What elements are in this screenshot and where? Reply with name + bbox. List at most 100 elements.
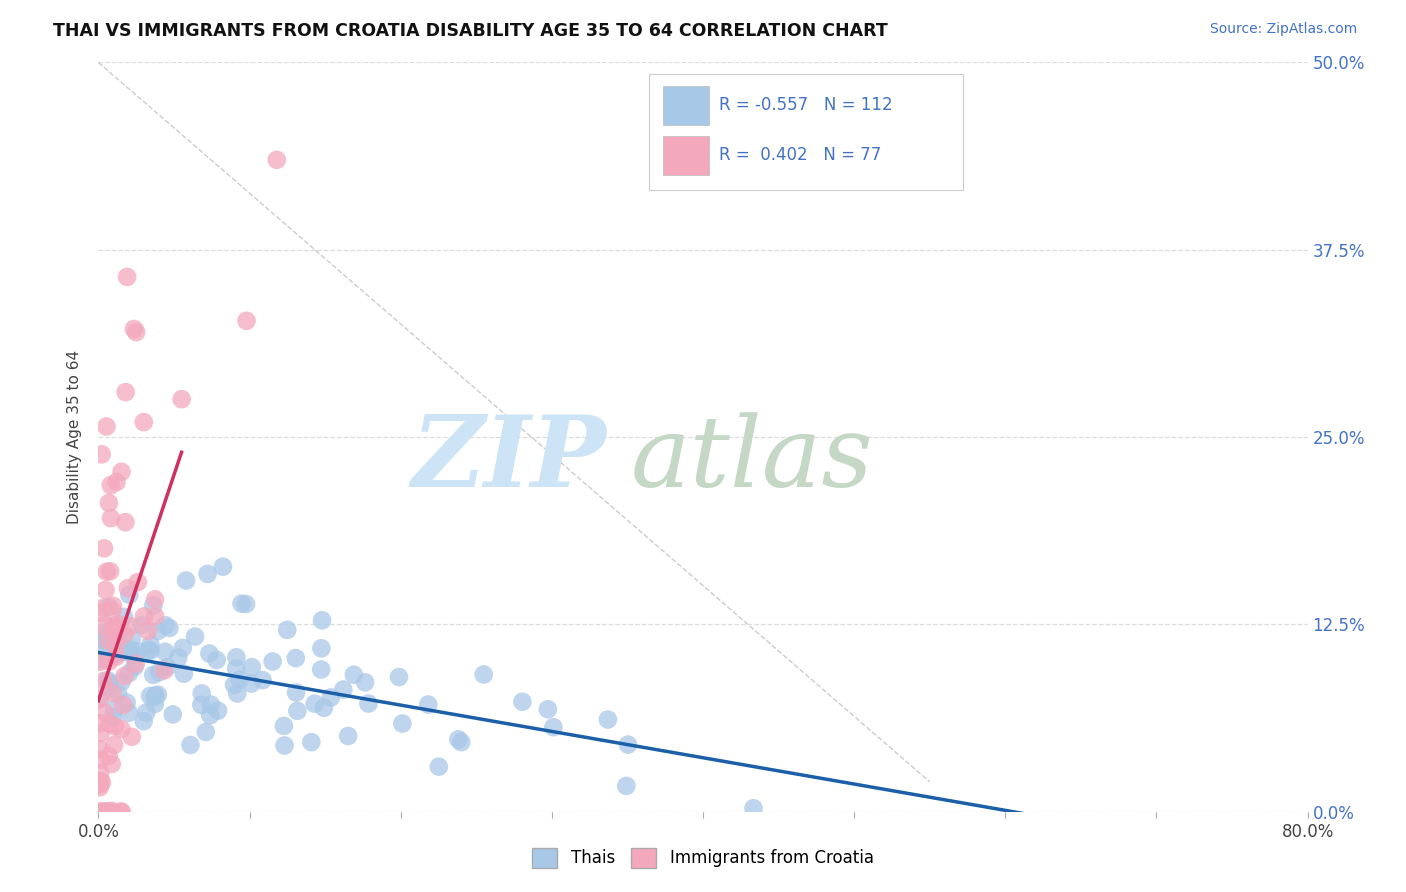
Point [103,627,125,641]
Point [225,650,247,665]
Point [153,645,176,659]
Point [262,655,284,669]
Point [596,713,619,727]
Text: ZIP: ZIP [412,411,606,508]
Point [110,722,132,736]
Point [139,638,162,652]
Point [108,617,131,632]
Point [127,575,149,590]
Point [97,633,120,648]
Point [312,701,335,715]
Point [198,647,221,661]
Point [100,478,122,492]
Point [418,698,440,712]
Point [276,623,298,637]
Point [105,475,128,489]
Point [124,660,146,674]
Point [110,675,132,690]
Point [93,600,115,615]
Point [125,325,148,339]
Point [240,660,263,674]
Y-axis label: Disability Age 35 to 64: Disability Age 35 to 64 [67,350,83,524]
Point [112,610,135,624]
Point [139,643,162,657]
Point [114,642,136,657]
Point [90,775,112,789]
Point [114,515,136,529]
Point [90,447,112,461]
Point [427,760,450,774]
Point [170,392,193,407]
Point [472,667,495,681]
Text: THAI VS IMMIGRANTS FROM CROATIA DISABILITY AGE 35 TO 64 CORRELATION CHART: THAI VS IMMIGRANTS FROM CROATIA DISABILI… [53,22,889,40]
Point [614,779,637,793]
Point [132,609,155,624]
Point [266,153,288,167]
Point [136,643,159,657]
Point [93,640,115,655]
Point [742,801,765,815]
Point [114,385,136,400]
Point [145,689,167,703]
Point [90,726,112,740]
Point [285,685,308,699]
Point [96,419,118,434]
Point [101,710,124,724]
Point [103,738,125,752]
Point [101,686,124,700]
Point [225,662,247,676]
Point [98,678,121,692]
Legend: Thais, Immigrants from Croatia: Thais, Immigrants from Croatia [526,841,880,874]
Point [194,725,217,739]
Point [89,716,111,731]
Point [112,698,135,712]
Point [96,565,118,579]
Point [139,689,162,703]
Point [167,650,190,665]
Point [153,664,176,678]
Point [174,574,197,588]
Point [252,673,274,687]
Point [98,564,121,578]
Point [132,714,155,728]
Point [97,496,120,510]
Point [135,706,157,720]
Point [200,698,222,712]
Point [89,691,111,706]
Point [89,774,111,789]
Point [114,669,136,683]
Point [229,673,252,687]
Point [94,805,117,819]
Point [122,322,145,336]
Text: R =  0.402   N = 77: R = 0.402 N = 77 [718,146,882,164]
Point [120,642,142,657]
Point [94,632,117,647]
Point [319,690,342,705]
Point [90,752,112,766]
Point [543,720,565,734]
Point [89,655,111,669]
Point [143,690,166,704]
Point [354,675,377,690]
Point [96,673,118,688]
Point [115,269,138,284]
Point [125,657,148,671]
Point [104,719,127,733]
Point [173,666,195,681]
Point [148,665,170,680]
Point [222,678,245,692]
Point [127,644,149,658]
Point [93,541,115,556]
Point [101,599,124,613]
Point [115,696,138,710]
Point [90,606,112,620]
Point [146,624,169,638]
Point [89,765,111,780]
Point [200,708,222,723]
Point [391,716,413,731]
Point [98,805,121,819]
Point [450,735,472,749]
Point [97,675,120,690]
Point [190,686,212,700]
Point [98,655,121,669]
